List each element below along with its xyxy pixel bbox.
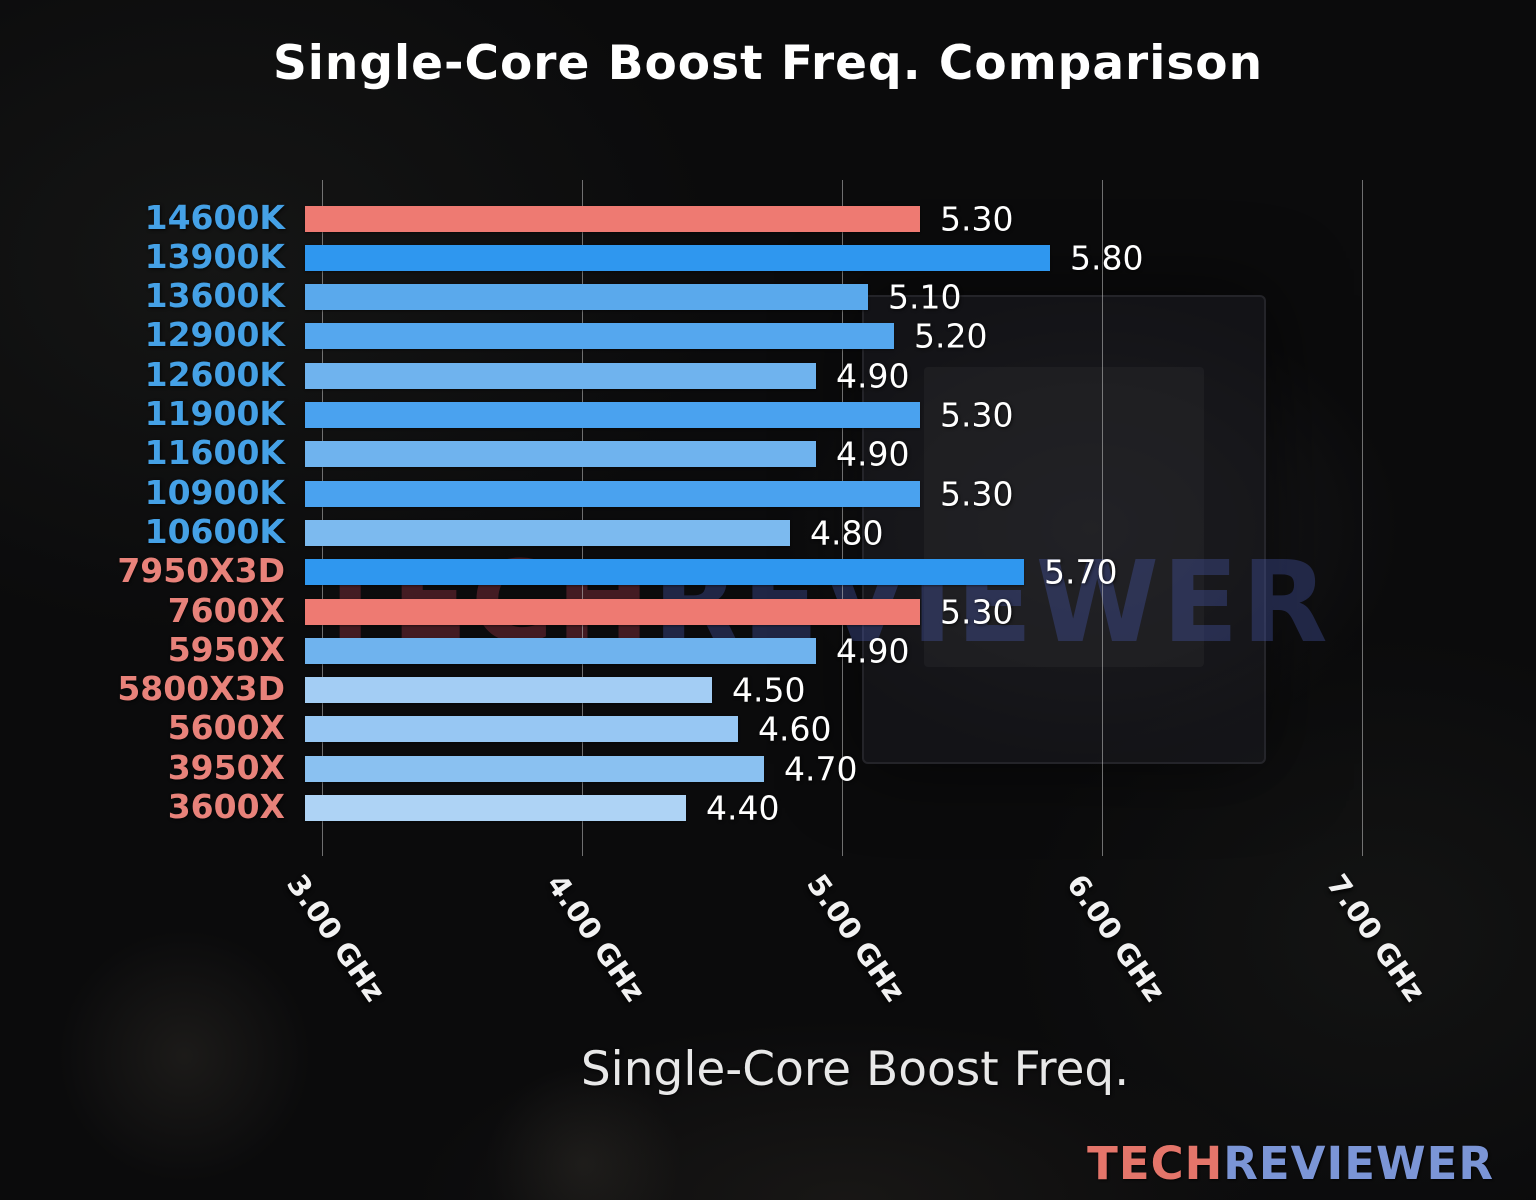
bar <box>305 402 920 428</box>
background-cpu-shape <box>862 295 1266 764</box>
value-label: 4.40 <box>706 788 780 828</box>
value-label: 4.70 <box>784 749 858 789</box>
x-tick-label: 6.00 GHz <box>1060 868 1173 1008</box>
bar <box>305 559 1024 586</box>
chart-title: Single-Core Boost Freq. Comparison <box>272 36 1264 91</box>
category-label: 11600K <box>144 433 285 473</box>
category-label: 12600K <box>144 354 285 394</box>
x-axis-label: Single-Core Boost Freq. <box>580 1042 1130 1097</box>
grid-line <box>322 180 323 856</box>
bar <box>305 284 868 311</box>
category-label: 10600K <box>144 511 285 551</box>
bar <box>305 362 816 389</box>
bar <box>305 441 816 468</box>
value-label: 4.60 <box>758 709 832 749</box>
bar <box>305 244 1050 271</box>
grid-line <box>1362 180 1363 856</box>
category-label: 3950X <box>167 747 285 787</box>
value-label: 4.80 <box>810 513 884 553</box>
bar <box>305 716 738 743</box>
value-label: 5.10 <box>888 277 962 317</box>
value-label: 5.80 <box>1070 238 1144 278</box>
background-cpu-die-shape <box>924 367 1204 667</box>
category-label: 5950X <box>167 629 285 669</box>
bar <box>305 598 920 625</box>
value-label: 5.30 <box>940 592 1014 631</box>
category-label: 13600K <box>144 276 285 316</box>
value-label: 4.90 <box>836 356 910 396</box>
plot-area: 3.00 GHz 4.00 GHz 5.00 GHz 6.00 GHz 7.00 GHz… <box>280 180 1450 1008</box>
logo-tech: TECH <box>1087 1137 1224 1190</box>
value-label: 4.90 <box>836 631 910 671</box>
category-label: 10900K <box>144 472 285 512</box>
value-label: 5.30 <box>940 474 1014 514</box>
category-axis: 14600K 13900K 13600K 12900K 12600K 11900K 1160… <box>0 180 295 856</box>
grid-line <box>842 180 843 856</box>
category-label: 5800X3D <box>117 669 285 709</box>
bar <box>305 795 686 821</box>
category-label: 3600X <box>167 787 285 826</box>
x-tick-label: 3.00 GHz <box>280 868 393 1008</box>
value-label: 4.50 <box>732 670 806 710</box>
grid-line <box>1102 180 1103 856</box>
value-label: 5.30 <box>940 199 1014 238</box>
bar <box>305 323 894 350</box>
grid-line <box>582 180 583 856</box>
value-label: 4.90 <box>836 434 910 474</box>
bar <box>305 637 816 664</box>
category-label: 7600X <box>167 590 285 630</box>
value-label: 5.30 <box>940 395 1014 435</box>
category-label: 14600K <box>144 197 285 237</box>
bar <box>305 519 790 546</box>
x-tick-label: 4.00 GHz <box>540 868 653 1008</box>
bar <box>305 755 764 782</box>
bar <box>305 205 920 232</box>
category-label: 7950X3D <box>117 551 285 591</box>
category-label: 12900K <box>144 315 285 355</box>
x-tick-label: 5.00 GHz <box>800 868 913 1008</box>
bar <box>305 480 920 507</box>
category-label: 5600X <box>167 708 285 748</box>
brand-logo: TECHREVIEWER <box>1087 1137 1494 1190</box>
value-label: 5.70 <box>1044 552 1118 592</box>
x-tick-label: 7.00 GHz <box>1320 868 1433 1008</box>
logo-reviewer: REVIEWER <box>1223 1137 1494 1190</box>
category-label: 11900K <box>144 394 285 433</box>
category-label: 13900K <box>144 236 285 276</box>
value-label: 5.20 <box>914 316 988 356</box>
bar <box>305 677 712 704</box>
